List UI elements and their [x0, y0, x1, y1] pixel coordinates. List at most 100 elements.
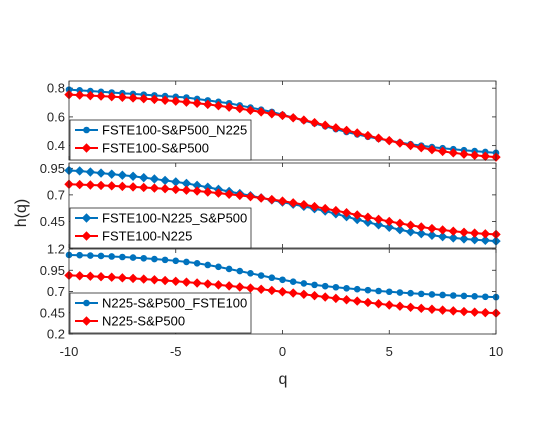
x-tick-label: -10 — [60, 344, 79, 359]
data-point — [373, 214, 384, 225]
legend-entry: FSTE100-N225 — [102, 229, 192, 244]
data-point — [257, 272, 265, 279]
data-point — [204, 261, 212, 269]
data-point — [139, 93, 149, 104]
data-point — [471, 293, 478, 300]
data-point — [235, 103, 245, 114]
data-point — [85, 180, 96, 190]
data-point — [171, 184, 181, 195]
data-point — [288, 288, 298, 298]
data-point — [405, 302, 416, 313]
y-tick-label: 0.45 — [40, 214, 65, 229]
data-point — [117, 170, 128, 180]
data-point — [331, 205, 341, 216]
data-point — [277, 110, 288, 121]
data-point — [321, 282, 329, 290]
legend: FSTE100-N225_S&P500 FSTE100-N225 — [69, 207, 252, 249]
y-tick-label: 1.2 — [47, 242, 65, 257]
data-point — [128, 273, 138, 284]
data-point — [192, 98, 202, 108]
data-point — [277, 196, 288, 206]
data-point — [139, 182, 149, 193]
data-point — [108, 253, 115, 260]
x-tick-label: 0 — [279, 344, 286, 359]
data-point — [428, 291, 436, 298]
data-point — [320, 203, 330, 214]
data-point — [256, 284, 266, 294]
data-point — [373, 220, 384, 230]
data-point — [459, 234, 469, 244]
data-point — [405, 227, 416, 237]
y-tick-label: 0.7 — [47, 187, 65, 202]
data-point — [139, 274, 149, 284]
x-axis: -10 -5 0 5 10 — [60, 344, 504, 359]
data-point — [341, 295, 352, 305]
series-FSTE100-S&P500 — [64, 89, 501, 162]
data-point — [460, 292, 468, 300]
data-point — [363, 297, 373, 308]
data-point — [407, 289, 414, 297]
data-point — [437, 305, 448, 315]
data-point — [375, 287, 382, 295]
axes-box — [68, 248, 497, 335]
data-point — [74, 179, 85, 190]
data-point — [256, 193, 266, 203]
data-point — [160, 95, 170, 105]
legend-entry: FSTE100-S&P500_N225 — [102, 123, 247, 138]
data-point — [151, 255, 158, 263]
x-tick-label: 5 — [386, 344, 393, 359]
legend-swatch-marker — [83, 299, 90, 307]
data-point — [85, 90, 96, 101]
data-point — [384, 216, 394, 227]
data-point — [448, 148, 459, 158]
data-point — [279, 276, 286, 284]
data-point — [119, 253, 126, 261]
data-point — [236, 267, 244, 275]
y-tick-label: 0.4 — [47, 138, 65, 153]
y-tick-label: 0.2 — [47, 327, 65, 342]
data-point — [193, 259, 201, 267]
data-point — [149, 183, 160, 193]
data-point — [183, 258, 190, 266]
legend-box — [69, 292, 252, 334]
data-point — [384, 135, 394, 146]
data-point — [160, 184, 170, 194]
data-point — [469, 235, 480, 245]
y-tick-label: 0.95 — [40, 161, 65, 176]
data-point — [450, 292, 457, 299]
data-point — [341, 125, 352, 136]
data-point — [288, 198, 298, 208]
data-point — [482, 293, 489, 301]
data-point — [74, 271, 85, 281]
legend-entry: FSTE100-N225_S&P500 — [102, 211, 247, 226]
data-point — [128, 182, 138, 192]
data-point — [395, 225, 405, 235]
data-point — [213, 100, 224, 111]
data-point — [245, 105, 256, 116]
data-point — [192, 186, 202, 196]
data-point — [331, 293, 341, 304]
y-tick-label: 0.8 — [47, 81, 65, 96]
data-point — [309, 201, 320, 212]
data-point — [215, 263, 222, 271]
data-point — [480, 229, 491, 239]
data-point — [129, 254, 137, 261]
data-point — [149, 174, 160, 184]
data-point — [171, 276, 181, 287]
data-point — [459, 306, 469, 317]
data-point — [395, 301, 405, 311]
data-point — [224, 189, 234, 199]
data-point — [171, 96, 181, 106]
data-point — [373, 133, 384, 143]
data-point — [437, 225, 448, 235]
y-tick-label: 0.6 — [47, 109, 65, 124]
data-point — [427, 223, 437, 234]
data-point — [203, 279, 213, 289]
data-point — [459, 149, 469, 159]
data-point — [384, 222, 394, 232]
data-point — [416, 303, 426, 314]
data-point — [448, 233, 459, 243]
y-tick-label: 0.45 — [40, 305, 65, 320]
panel-middle: 0.450.70.95FSTE100-N225_S&P500FSTE100-N2… — [40, 161, 501, 249]
data-point — [384, 300, 394, 310]
